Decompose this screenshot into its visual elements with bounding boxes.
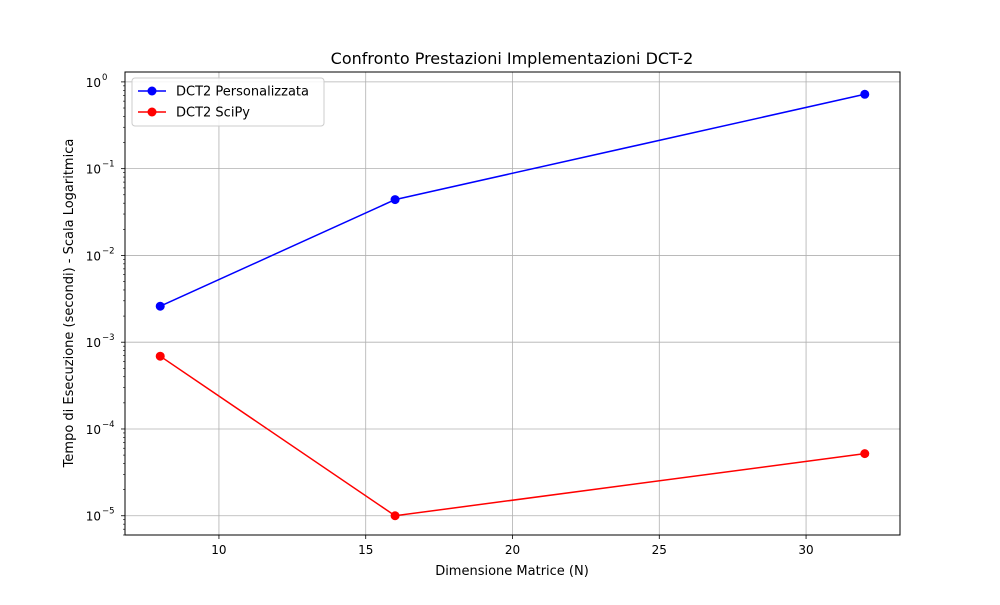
data-point <box>155 351 165 361</box>
data-point <box>860 449 870 459</box>
series-1 <box>155 351 870 521</box>
y-tick-exponent: −5 <box>102 507 115 517</box>
legend-item: DCT2 SciPy <box>138 106 250 121</box>
y-tick-label: 10 −3 <box>86 333 115 350</box>
y-tick-label: 10 −4 <box>86 420 115 437</box>
x-tick-label: 10 <box>211 543 226 557</box>
y-tick-exponent: −1 <box>102 160 115 170</box>
series-0 <box>155 89 870 311</box>
legend: DCT2 Personalizzata DCT2 SciPy <box>131 77 325 127</box>
chart-title: Confronto Prestazioni Implementazioni DC… <box>331 49 694 68</box>
legend-marker <box>147 107 157 117</box>
y-tick-exponent: 0 <box>102 73 107 83</box>
legend-item: DCT2 Personalizzata <box>138 85 309 100</box>
data-point <box>390 195 400 205</box>
y-tick-label: 10 0 <box>86 73 108 90</box>
y-tick-base: 10 <box>86 336 101 350</box>
y-tick-exponent: −4 <box>102 420 115 430</box>
legend-box <box>131 77 325 127</box>
y-tick-exponent: −3 <box>102 333 115 343</box>
data-point <box>155 301 165 311</box>
x-tick-label: 30 <box>798 543 813 557</box>
y-axis-label: Tempo di Esecuzione (secondi) - Scala Lo… <box>62 139 77 469</box>
legend-marker <box>147 86 157 96</box>
y-tick-base: 10 <box>86 510 101 524</box>
y-tick-label: 10 −5 <box>86 507 115 524</box>
y-tick-exponent: −2 <box>102 246 115 256</box>
legend-label: DCT2 Personalizzata <box>176 85 309 100</box>
x-tick-label: 20 <box>505 543 520 557</box>
grid <box>125 72 900 535</box>
y-tick-base: 10 <box>86 423 101 437</box>
y-tick-label: 10 −2 <box>86 246 115 263</box>
data-point <box>390 511 400 521</box>
data-point <box>860 89 870 99</box>
legend-label: DCT2 SciPy <box>176 106 250 121</box>
y-tick-label: 10 −1 <box>86 160 115 177</box>
x-axis-label: Dimensione Matrice (N) <box>435 564 589 579</box>
x-tick-label: 15 <box>358 543 373 557</box>
y-tick-base: 10 <box>86 76 101 90</box>
y-tick-base: 10 <box>86 163 101 177</box>
series-layer <box>155 89 870 521</box>
x-axis-ticks: 10 15 20 25 30 <box>211 535 814 557</box>
y-tick-base: 10 <box>86 249 101 263</box>
x-tick-label: 25 <box>652 543 667 557</box>
